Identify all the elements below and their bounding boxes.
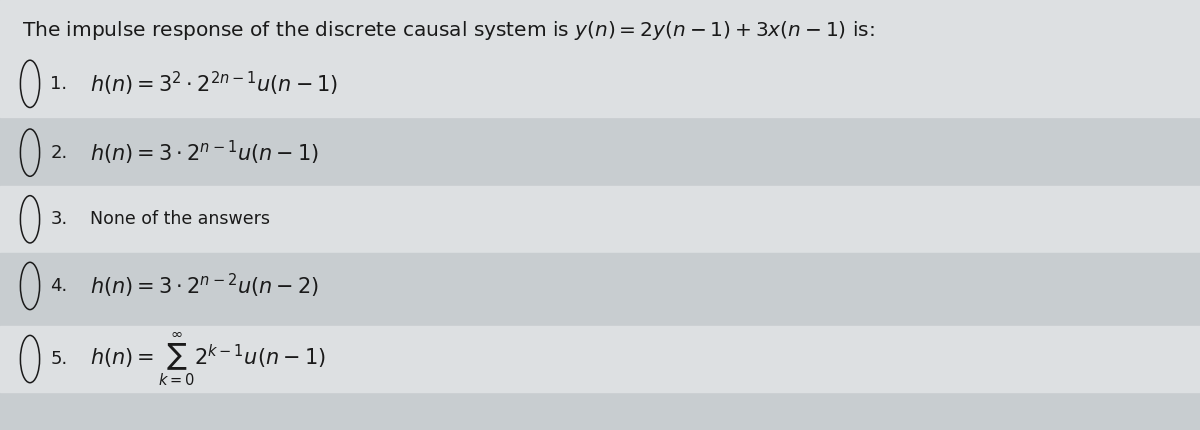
Bar (0, 0, 1200, 52)
Text: 3.: 3. (50, 210, 67, 228)
Text: $h(n) = 3 \cdot 2^{n-2}u(n-2)$: $h(n) = 3 \cdot 2^{n-2}u(n-2)$ (90, 272, 319, 300)
Bar (0, 253, 1200, 319)
Bar (0, 326, 1200, 392)
Text: $h(n) = 3^2 \cdot 2^{2n-1}u(n-1)$: $h(n) = 3^2 \cdot 2^{2n-1}u(n-1)$ (90, 70, 338, 98)
Text: $h(n) = \sum_{k=0}^{\infty} 2^{k-1}u(n-1)$: $h(n) = \sum_{k=0}^{\infty} 2^{k-1}u(n-1… (90, 330, 325, 388)
Bar (0, 119, 1200, 186)
Text: None of the answers: None of the answers (90, 210, 270, 228)
Bar (0, 50, 1200, 117)
Bar (0, 186, 1200, 253)
Text: 1.: 1. (50, 75, 67, 93)
Text: The impulse response of the discrete causal system is $y(n) = 2y(n-1) + 3x(n-1)$: The impulse response of the discrete cau… (22, 19, 875, 42)
Text: $h(n) = 3 \cdot 2^{n-1}u(n-1)$: $h(n) = 3 \cdot 2^{n-1}u(n-1)$ (90, 138, 319, 167)
Text: 5.: 5. (50, 350, 67, 368)
Text: 4.: 4. (50, 277, 67, 295)
Text: 2.: 2. (50, 144, 67, 162)
